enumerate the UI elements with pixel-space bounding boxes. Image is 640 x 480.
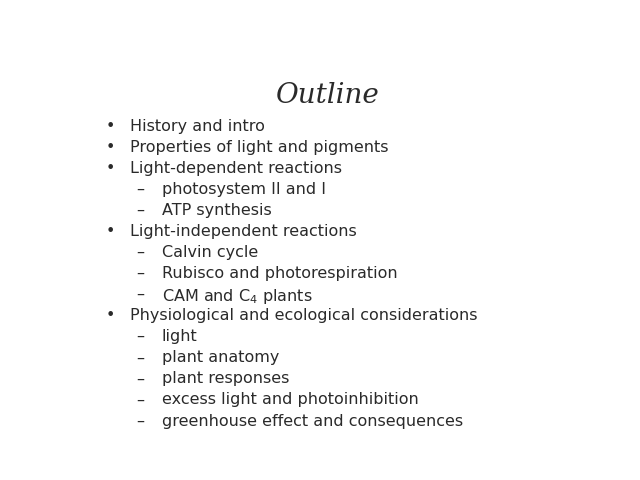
Text: –: – — [136, 266, 145, 281]
Text: History and intro: History and intro — [129, 119, 264, 133]
Text: CAM and C$_{4}$ plants: CAM and C$_{4}$ plants — [162, 287, 312, 306]
Text: –: – — [136, 393, 145, 408]
Text: Rubisco and photorespiration: Rubisco and photorespiration — [162, 266, 397, 281]
Text: •: • — [106, 119, 115, 133]
Text: Physiological and ecological considerations: Physiological and ecological considerati… — [129, 308, 477, 323]
Text: plant responses: plant responses — [162, 372, 289, 386]
Text: –: – — [136, 287, 145, 302]
Text: –: – — [136, 329, 145, 344]
Text: excess light and photoinhibition: excess light and photoinhibition — [162, 393, 419, 408]
Text: •: • — [106, 308, 115, 323]
Text: Calvin cycle: Calvin cycle — [162, 245, 258, 260]
Text: –: – — [136, 372, 145, 386]
Text: •: • — [106, 224, 115, 239]
Text: –: – — [136, 350, 145, 365]
Text: –: – — [136, 203, 145, 218]
Text: –: – — [136, 414, 145, 429]
Text: –: – — [136, 245, 145, 260]
Text: •: • — [106, 140, 115, 155]
Text: ATP synthesis: ATP synthesis — [162, 203, 271, 218]
Text: Outline: Outline — [276, 82, 380, 108]
Text: Properties of light and pigments: Properties of light and pigments — [129, 140, 388, 155]
Text: Light-dependent reactions: Light-dependent reactions — [129, 161, 342, 176]
Text: plant anatomy: plant anatomy — [162, 350, 279, 365]
Text: photosystem II and I: photosystem II and I — [162, 182, 326, 197]
Text: –: – — [136, 182, 145, 197]
Text: light: light — [162, 329, 198, 344]
Text: greenhouse effect and consequences: greenhouse effect and consequences — [162, 414, 463, 429]
Text: •: • — [106, 161, 115, 176]
Text: Light-independent reactions: Light-independent reactions — [129, 224, 356, 239]
